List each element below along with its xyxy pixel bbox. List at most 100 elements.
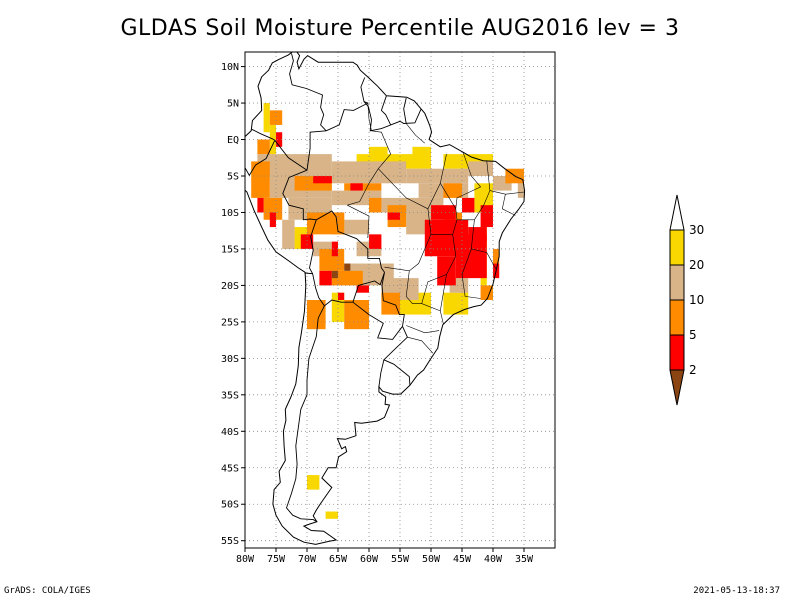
- percentile-cell: [269, 212, 276, 228]
- state-border: [384, 234, 432, 272]
- colorbar-segment: [669, 334, 685, 371]
- percentile-cell: [462, 197, 475, 213]
- percentile-cell: [437, 256, 456, 286]
- percentile-cell: [493, 248, 500, 264]
- state-border: [405, 123, 425, 144]
- country-border: [245, 140, 276, 177]
- percentile-cell: [517, 176, 524, 198]
- country-border: [381, 272, 405, 327]
- percentile-cell: [282, 219, 295, 249]
- colorbar-legend: 30 20 10 5 2: [669, 194, 704, 406]
- state-border: [501, 194, 516, 216]
- percentile-cell: [257, 197, 264, 213]
- percentile-cell: [344, 183, 382, 191]
- country-border: [274, 140, 308, 171]
- lat-tick-label: 35S: [221, 390, 239, 401]
- lon-tick-label: 75W: [267, 554, 286, 565]
- colorbar-label: 20: [689, 258, 704, 272]
- state-border: [367, 103, 391, 155]
- state-border: [405, 270, 441, 312]
- percentile-cell: [443, 292, 469, 315]
- country-border: [289, 53, 327, 132]
- country-borders: [245, 53, 525, 523]
- state-border: [347, 153, 391, 206]
- lon-tick-label: 80W: [236, 554, 255, 565]
- percentile-cell: [443, 183, 462, 198]
- percentile-cell: [331, 270, 363, 286]
- lon-tick-label: 35W: [515, 554, 534, 565]
- country-border: [304, 272, 385, 307]
- percentile-cell: [331, 270, 338, 279]
- country-border: [352, 301, 403, 340]
- colorbar-label: 2: [689, 363, 697, 377]
- state-border: [439, 274, 447, 325]
- state-border: [461, 248, 481, 299]
- percentile-cell: [319, 270, 332, 286]
- percentile-cell: [480, 285, 493, 300]
- percentile-cell: [344, 219, 369, 235]
- percentile-cell: [331, 241, 338, 257]
- percentile-cell: [431, 205, 456, 220]
- lon-tick-label: 60W: [360, 554, 379, 565]
- page-title: GLDAS Soil Moisture Percentile AUG2016 l…: [120, 16, 680, 41]
- region-2-5: [257, 132, 500, 300]
- state-border: [470, 219, 497, 270]
- state-border: [455, 152, 482, 209]
- colorbar-label: 30: [689, 223, 704, 237]
- percentile-cell: [257, 139, 270, 155]
- state-border: [427, 183, 458, 235]
- country-border: [282, 130, 327, 221]
- country-border: [285, 305, 325, 523]
- percentile-cell: [300, 234, 314, 249]
- lat-tick-label: 50S: [221, 500, 239, 511]
- percentile-cell: [412, 146, 431, 162]
- lat-tick-label: 5S: [227, 172, 239, 183]
- percentile-cell: [344, 300, 369, 330]
- lat-tick-label: 10N: [221, 62, 239, 73]
- soil-moisture-shading: [251, 103, 524, 519]
- lat-tick-label: 15S: [221, 244, 239, 255]
- state-border: [406, 325, 440, 334]
- lat-tick-label: 45S: [221, 463, 239, 474]
- lon-tick-label: 65W: [329, 554, 348, 565]
- timestamp: 2021-05-13-18:37: [693, 586, 780, 596]
- percentile-cell: [344, 263, 351, 271]
- coastline: [245, 52, 526, 545]
- colorbar-segment: [669, 264, 685, 301]
- country-border: [251, 128, 276, 141]
- country-border: [309, 219, 317, 274]
- lon-tick-label: 50W: [422, 554, 441, 565]
- percentile-cell: [369, 197, 382, 213]
- lon-tick-label: 70W: [298, 554, 317, 565]
- percentile-cell: [313, 176, 332, 184]
- lat-tick-label: EQ: [227, 135, 239, 146]
- percentile-cell: [369, 234, 382, 249]
- country-border: [403, 97, 407, 124]
- lat-tick-label: 5N: [227, 99, 239, 110]
- percentile-cell: [263, 103, 270, 133]
- country-border: [378, 359, 385, 387]
- percentile-cell: [257, 154, 332, 176]
- region-0-2: [331, 263, 351, 279]
- latitude-axis: 10N 5N EQ 5S 10S 15S 20S 25S 30S 35S 40S 45S 50S 55S: [221, 62, 245, 547]
- percentile-cell: [251, 161, 270, 198]
- lat-tick-label: 10S: [221, 208, 239, 219]
- lon-tick-label: 40W: [484, 554, 503, 565]
- percentile-cell: [307, 300, 326, 330]
- colorbar-min-triangle: [669, 369, 685, 406]
- lat-tick-label: 30S: [221, 354, 239, 365]
- percentile-cell: [387, 212, 400, 220]
- colorbar-segment: [669, 299, 685, 336]
- lat-tick-label: 55S: [221, 536, 239, 547]
- south-america-coastline: [245, 52, 526, 545]
- country-border: [390, 108, 422, 126]
- country-border: [316, 210, 385, 273]
- state-border: [407, 336, 434, 354]
- percentile-cell: [331, 212, 345, 235]
- country-border: [363, 101, 391, 132]
- percentile-cell: [350, 183, 363, 191]
- grads-credit: GrADS: COLA/IGES: [4, 586, 91, 596]
- lat-tick-label: 25S: [221, 317, 239, 328]
- percentile-cell: [356, 285, 369, 293]
